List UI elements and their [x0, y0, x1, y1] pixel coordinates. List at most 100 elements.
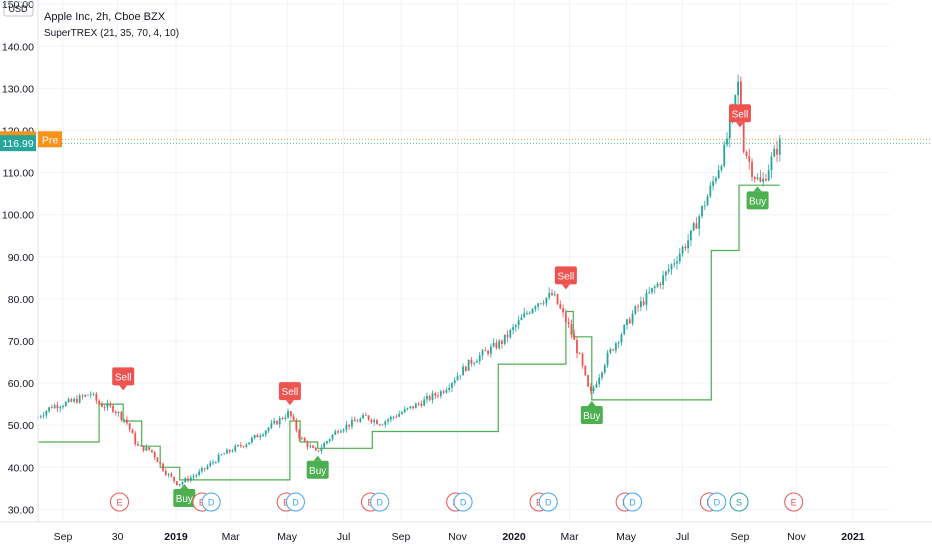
candle-body	[264, 430, 267, 435]
dividend-event-marker[interactable]: D	[201, 492, 221, 512]
candle-body	[528, 313, 531, 314]
candle-body	[770, 156, 773, 171]
time-tick-label: Jul	[676, 531, 689, 543]
candle-body	[442, 391, 445, 393]
earnings-event-marker[interactable]: E	[109, 492, 129, 512]
candle-body	[687, 240, 690, 249]
dividend-event-circle	[370, 492, 390, 512]
candle-body	[481, 350, 484, 356]
candle-body	[353, 419, 356, 422]
dividend-event-marker[interactable]: D	[623, 492, 643, 512]
split-event-circle	[729, 492, 749, 512]
candle-body	[639, 301, 642, 308]
buy-signal[interactable]: Buy	[580, 401, 603, 425]
candle-body	[406, 407, 409, 409]
price-tick-label: 80.00	[8, 294, 34, 306]
candle-body	[273, 420, 276, 424]
time-tick-label: Mar	[561, 531, 580, 543]
dividend-event-label: D	[208, 498, 215, 508]
dividend-event-marker[interactable]: D	[285, 492, 305, 512]
symbol-title[interactable]: Apple Inc, 2h, Cboe BZX	[44, 11, 166, 23]
candle-body	[78, 395, 81, 403]
earnings-event-marker[interactable]: E	[784, 492, 804, 512]
candle-body	[376, 420, 378, 425]
candle-body	[123, 419, 126, 421]
split-event-marker[interactable]: S	[729, 492, 749, 512]
sell-signal[interactable]: Sell	[278, 382, 301, 406]
sell-signal-label: Sell	[282, 387, 299, 398]
candle-body	[609, 349, 612, 353]
dividend-event-marker[interactable]: D	[453, 492, 473, 512]
candle-body	[378, 424, 381, 426]
dividend-event-marker[interactable]: D	[370, 492, 390, 512]
candle-body	[701, 205, 703, 217]
candle-body	[628, 319, 631, 324]
sell-signal[interactable]: Sell	[728, 104, 751, 128]
time-axis[interactable]: Sep 30 2019 Mar May Jul Sep Nov 2020 Mar May Jul Sep…	[0, 521, 932, 543]
buy-signal-label: Buy	[749, 196, 766, 207]
candle-body	[39, 416, 42, 418]
currency-label[interactable]: USD	[8, 4, 28, 14]
candle-body	[698, 216, 701, 229]
candle-body	[576, 339, 578, 354]
candle-body	[75, 398, 78, 403]
candle-body	[323, 443, 326, 448]
supertrend-path	[38, 184, 780, 481]
candle-body	[53, 405, 56, 409]
sell-signal[interactable]: Sell	[554, 266, 577, 290]
candle-body	[714, 178, 717, 182]
buy-signal[interactable]: Buy	[173, 483, 196, 507]
dividend-event-marker[interactable]: D	[538, 492, 558, 512]
candle-body	[312, 445, 314, 448]
candle-body	[231, 451, 234, 453]
candle-body	[703, 205, 706, 207]
price-tick-label: 30.00	[8, 504, 34, 516]
candle-body	[445, 389, 448, 393]
candle-body	[417, 403, 420, 405]
candle-body	[178, 484, 181, 486]
candle-body	[570, 324, 573, 335]
price-tick-label: 100.00	[2, 210, 34, 222]
candle-body	[198, 471, 201, 475]
candle-body	[284, 417, 287, 419]
candle-body	[170, 473, 173, 477]
candle-body	[448, 387, 451, 390]
event-markers[interactable]: EEDEDEDEDEDEDEDSE	[109, 492, 804, 512]
dividend-event-label: D	[714, 498, 721, 508]
candle-body	[195, 474, 198, 477]
candle-body	[156, 457, 159, 463]
candle-body	[298, 430, 301, 439]
sell-signal-pointer	[561, 284, 570, 290]
candle-body	[537, 303, 539, 307]
candle-body	[756, 177, 759, 179]
candle-body	[434, 393, 437, 396]
candle-body	[326, 441, 328, 444]
buy-signal[interactable]: Buy	[746, 186, 769, 210]
sell-signal[interactable]: Sell	[112, 367, 135, 391]
candle-body	[542, 303, 545, 305]
signal-markers[interactable]: Sell Buy Sell Buy Sell Buy Sell Buy	[112, 104, 769, 507]
candle-body	[740, 81, 742, 114]
candle-body	[253, 435, 256, 438]
candle-body	[189, 477, 192, 481]
price-tick-label: 60.00	[8, 378, 34, 390]
indicator-title[interactable]: SuperTREX (21, 35, 70, 4, 10)	[44, 28, 180, 39]
candle-body	[614, 343, 617, 351]
dividend-event-marker[interactable]: D	[707, 492, 727, 512]
candle-body	[131, 429, 134, 434]
candle-body	[126, 419, 128, 424]
dividend-event-label: D	[629, 498, 636, 508]
candle-body	[681, 246, 684, 254]
candle-body	[667, 269, 670, 272]
price-tick-label: 50.00	[8, 420, 34, 432]
candle-body	[220, 454, 223, 456]
candle-body	[456, 376, 459, 381]
candle-body	[587, 375, 589, 387]
price-tick-label: 40.00	[8, 462, 34, 474]
buy-signal[interactable]: Buy	[306, 455, 329, 479]
candle-body	[467, 359, 470, 371]
candle-body	[562, 308, 564, 313]
